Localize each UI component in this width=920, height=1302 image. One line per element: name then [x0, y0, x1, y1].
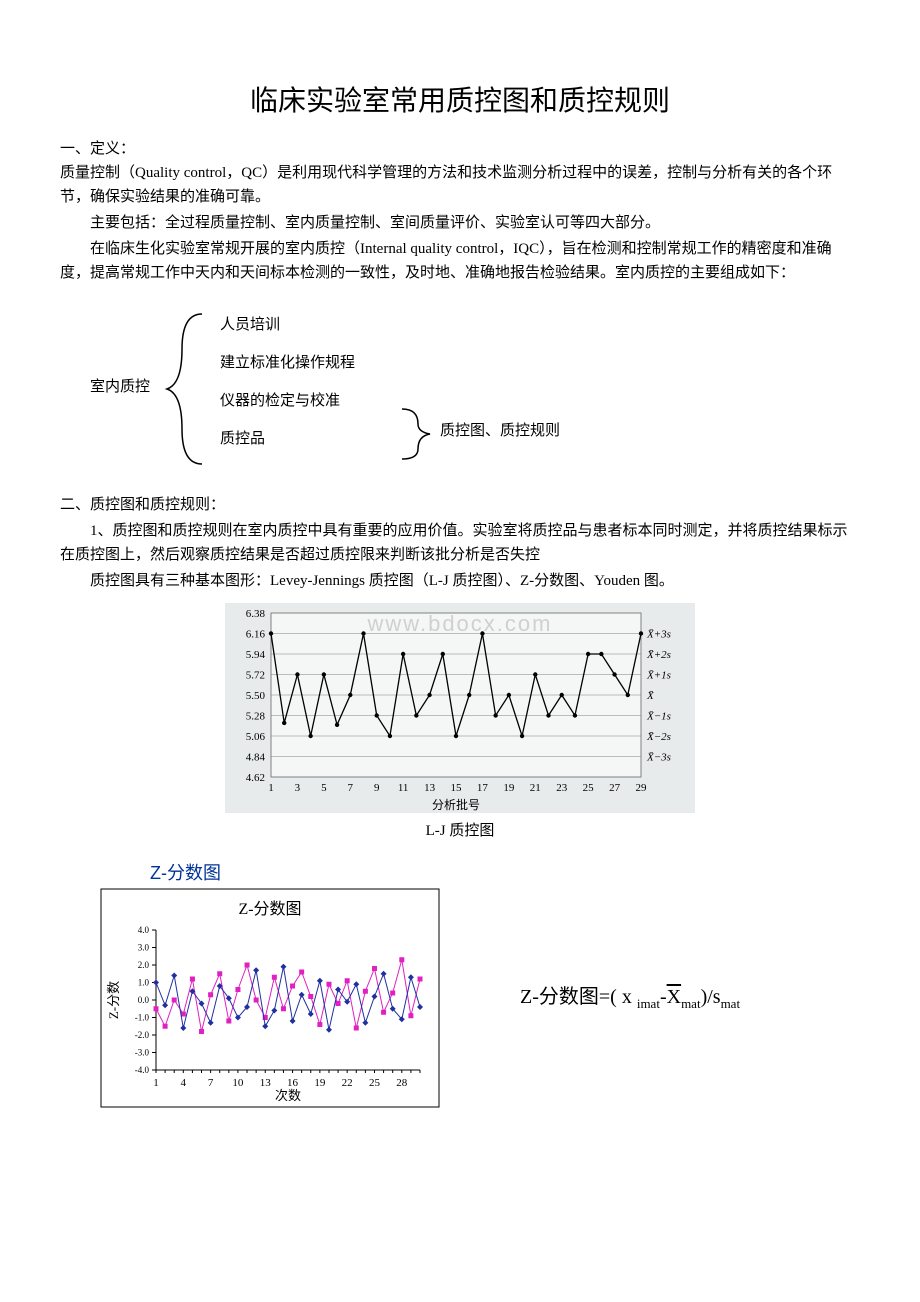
svg-text:X̄: X̄ — [646, 690, 655, 702]
brace-left-icon — [162, 309, 212, 469]
svg-text:www.bdocx.com: www.bdocx.com — [367, 611, 553, 636]
page-title: 临床实验室常用质控图和质控规则 — [60, 80, 860, 125]
svg-text:21: 21 — [530, 782, 541, 794]
svg-text:19: 19 — [503, 782, 515, 794]
section2-p1: 1、质控图和质控规则在室内质控中具有重要的应用价值。实验室将质控品与患者标本同时… — [60, 519, 860, 567]
svg-text:-4.0: -4.0 — [135, 1065, 150, 1075]
svg-text:7: 7 — [348, 782, 354, 794]
svg-text:X̄−3s: X̄−3s — [646, 751, 671, 763]
svg-text:6.38: 6.38 — [246, 608, 266, 620]
svg-text:4.0: 4.0 — [138, 925, 150, 935]
svg-text:27: 27 — [609, 782, 621, 794]
brace-root: 室内质控 — [90, 375, 150, 399]
brace-diagram: 室内质控 人员培训 建立标准化操作规程 仪器的检定与校准 质控品 质控图、质控规… — [90, 299, 860, 479]
svg-text:5.06: 5.06 — [246, 731, 266, 743]
svg-text:28: 28 — [396, 1077, 408, 1089]
svg-text:25: 25 — [369, 1077, 381, 1089]
svg-text:1: 1 — [268, 782, 274, 794]
z-chart-title: Z-分数图 — [150, 859, 860, 888]
svg-text:X̄+2s: X̄+2s — [646, 649, 671, 661]
svg-text:17: 17 — [477, 782, 489, 794]
svg-text:3.0: 3.0 — [138, 942, 150, 952]
section1-p3: 在临床生化实验室常规开展的室内质控（Internal quality contr… — [60, 237, 860, 285]
section2-p2: 质控图具有三种基本图形：Levey-Jennings 质控图（L-J 质控图）、… — [60, 569, 860, 593]
svg-text:-2.0: -2.0 — [135, 1030, 150, 1040]
z-formula: Z-分数图=( x imat-Xmat)/smat — [520, 981, 740, 1015]
brace-item: 质控品 — [220, 427, 355, 451]
svg-text:Z-分数图: Z-分数图 — [238, 900, 301, 918]
svg-text:10: 10 — [232, 1077, 244, 1089]
svg-text:13: 13 — [260, 1077, 272, 1089]
brace-item: 人员培训 — [220, 313, 355, 337]
svg-text:5.50: 5.50 — [246, 690, 266, 702]
section1-p2: 主要包括：全过程质量控制、室内质量控制、室间质量评价、实验室认可等四大部分。 — [60, 211, 860, 235]
svg-text:-1.0: -1.0 — [135, 1012, 150, 1022]
svg-text:6.16: 6.16 — [246, 628, 266, 640]
svg-text:X̄+1s: X̄+1s — [646, 669, 671, 681]
svg-text:9: 9 — [374, 782, 380, 794]
svg-text:1.0: 1.0 — [138, 977, 150, 987]
svg-text:5: 5 — [321, 782, 327, 794]
section1-p1: 质量控制（Quality control，QC）是利用现代科学管理的方法和技术监… — [60, 161, 860, 209]
svg-text:X̄−1s: X̄−1s — [646, 710, 671, 722]
z-chart: Z-分数图 -4.0 -3.0 -2.0 -1.0 0.0 1.0 2.0 3.0 4.… — [100, 888, 440, 1108]
svg-text:19: 19 — [314, 1077, 326, 1089]
svg-text:4.62: 4.62 — [246, 772, 265, 784]
svg-text:5.72: 5.72 — [246, 669, 265, 681]
svg-text:22: 22 — [342, 1077, 353, 1089]
svg-text:13: 13 — [424, 782, 436, 794]
svg-text:2.0: 2.0 — [138, 960, 150, 970]
svg-text:25: 25 — [583, 782, 595, 794]
brace-item: 建立标准化操作规程 — [220, 351, 355, 375]
svg-text:11: 11 — [398, 782, 409, 794]
svg-text:X̄+3s: X̄+3s — [646, 628, 671, 640]
svg-text:3: 3 — [295, 782, 301, 794]
svg-text:-3.0: -3.0 — [135, 1047, 150, 1057]
svg-text:4: 4 — [181, 1077, 187, 1089]
svg-text:次数: 次数 — [275, 1088, 301, 1103]
svg-text:1: 1 — [153, 1077, 159, 1089]
svg-text:4.84: 4.84 — [246, 751, 266, 763]
svg-text:15: 15 — [451, 782, 463, 794]
svg-text:5.28: 5.28 — [246, 710, 266, 722]
brace-items: 人员培训 建立标准化操作规程 仪器的检定与校准 质控品 — [220, 299, 355, 465]
brace-right-label: 质控图、质控规则 — [440, 419, 560, 443]
svg-text:5.94: 5.94 — [246, 649, 266, 661]
svg-text:X̄−2s: X̄−2s — [646, 731, 671, 743]
lj-caption: L-J 质控图 — [60, 819, 860, 843]
section2-head: 二、质控图和质控规则： — [60, 493, 860, 517]
lj-chart: www.bdocx.com 4.62 4.84 5.06 5.28 5.50 5.72 5.9… — [225, 603, 695, 813]
svg-text:分析批号: 分析批号 — [432, 797, 480, 812]
brace-right-icon — [400, 404, 440, 464]
brace-item: 仪器的检定与校准 — [220, 389, 355, 413]
svg-text:7: 7 — [208, 1077, 214, 1089]
svg-text:0.0: 0.0 — [138, 995, 150, 1005]
svg-text:23: 23 — [556, 782, 568, 794]
svg-text:29: 29 — [636, 782, 648, 794]
svg-text:Z-分数: Z-分数 — [106, 980, 121, 1018]
section1-head: 一、定义： — [60, 137, 860, 161]
